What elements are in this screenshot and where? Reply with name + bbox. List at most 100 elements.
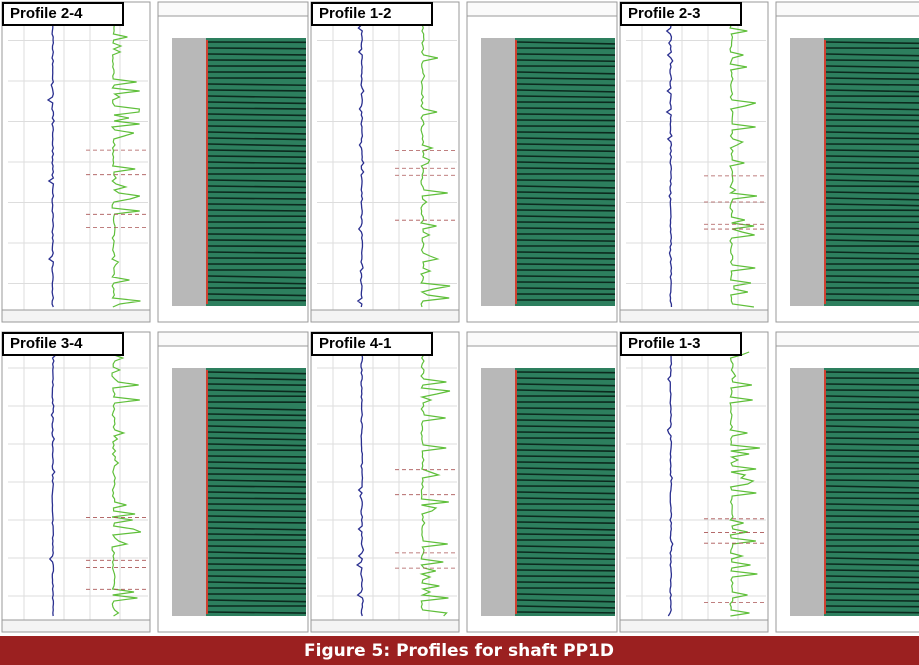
log-footer bbox=[1, 619, 151, 633]
waveform bbox=[516, 185, 616, 189]
waveform bbox=[516, 59, 616, 63]
waveform bbox=[207, 509, 307, 513]
waveform bbox=[516, 563, 616, 567]
waveform bbox=[207, 179, 307, 183]
waveform bbox=[207, 575, 307, 579]
waveform bbox=[516, 287, 616, 290]
waveform bbox=[825, 101, 919, 104]
waterfall-header bbox=[775, 331, 919, 347]
waveform bbox=[516, 137, 616, 141]
waveform bbox=[825, 515, 919, 518]
profile-panel: Profile 1-2 bbox=[310, 1, 618, 323]
waveform bbox=[825, 203, 919, 207]
waveform bbox=[516, 557, 616, 561]
waveform bbox=[825, 443, 919, 446]
waveform bbox=[825, 197, 919, 201]
waveform bbox=[825, 149, 919, 153]
waveform bbox=[207, 137, 307, 141]
waveform bbox=[516, 71, 616, 75]
log-footer bbox=[619, 619, 769, 633]
waveform bbox=[516, 95, 616, 99]
profile-label: Profile 1-3 bbox=[628, 335, 701, 352]
waveform bbox=[207, 455, 307, 458]
waveform bbox=[516, 443, 616, 447]
waveform bbox=[207, 467, 307, 471]
waveform bbox=[207, 83, 307, 87]
label-box bbox=[2, 332, 124, 356]
green-trace bbox=[419, 21, 451, 308]
waveform bbox=[825, 611, 919, 614]
waveform bbox=[516, 419, 616, 422]
waveform bbox=[825, 479, 919, 482]
waveform bbox=[207, 107, 307, 110]
waveform bbox=[825, 467, 919, 470]
waveform bbox=[207, 209, 307, 212]
waveform bbox=[516, 449, 616, 452]
waveform bbox=[207, 491, 307, 495]
waveform bbox=[825, 239, 919, 243]
waveform bbox=[825, 455, 919, 458]
waveform bbox=[207, 155, 307, 159]
waveform bbox=[516, 527, 616, 531]
waveform bbox=[825, 281, 919, 284]
waveform bbox=[825, 233, 919, 237]
waveform bbox=[516, 407, 616, 410]
waveform bbox=[516, 251, 616, 254]
waveform bbox=[516, 533, 616, 536]
caption: Figure 5: Profiles for shaft PP1D bbox=[304, 641, 614, 661]
waterfall bbox=[515, 38, 615, 306]
waveform bbox=[825, 383, 919, 386]
waveform bbox=[207, 383, 307, 386]
waveform bbox=[207, 47, 307, 50]
waveform bbox=[516, 479, 616, 483]
waveform bbox=[825, 275, 919, 278]
waveform bbox=[207, 131, 307, 135]
waveform bbox=[516, 203, 616, 207]
waveform bbox=[825, 425, 919, 429]
waveform bbox=[207, 545, 307, 548]
waveform bbox=[516, 593, 616, 597]
waveform bbox=[516, 545, 616, 549]
blue-trace bbox=[356, 21, 365, 308]
waveform bbox=[516, 119, 616, 122]
waveform bbox=[516, 455, 616, 458]
waveform bbox=[516, 581, 616, 584]
waterfall-gray bbox=[481, 368, 521, 616]
green-trace bbox=[728, 21, 757, 308]
waveform bbox=[516, 215, 616, 219]
waveform bbox=[207, 377, 307, 381]
waterfall-header bbox=[157, 331, 309, 347]
waveform bbox=[825, 437, 919, 440]
green-trace bbox=[110, 21, 141, 308]
caption-bar bbox=[0, 636, 919, 665]
waveform bbox=[516, 611, 616, 614]
waveform bbox=[207, 407, 307, 411]
waveform bbox=[207, 251, 307, 255]
waveform bbox=[516, 413, 616, 417]
green-trace bbox=[419, 351, 451, 617]
waveform bbox=[825, 71, 919, 75]
waveform bbox=[825, 581, 919, 584]
blue-trace bbox=[355, 351, 365, 617]
waveform bbox=[825, 257, 919, 260]
waveform bbox=[825, 251, 919, 255]
waterfall-gray bbox=[790, 38, 830, 306]
waveform bbox=[207, 425, 307, 429]
profile-label: Profile 2-3 bbox=[628, 5, 701, 22]
waveform bbox=[207, 233, 307, 236]
waveform bbox=[825, 161, 919, 164]
waveform bbox=[207, 371, 307, 375]
label-box bbox=[620, 2, 742, 26]
waveform bbox=[516, 221, 616, 224]
waterfall-header bbox=[775, 1, 919, 17]
waveform bbox=[207, 89, 307, 92]
profile-label: Profile 1-2 bbox=[319, 5, 392, 22]
waveform bbox=[516, 389, 616, 393]
waveform bbox=[207, 389, 307, 393]
waveform bbox=[825, 407, 919, 411]
waveform bbox=[516, 239, 616, 242]
waveform bbox=[207, 275, 307, 279]
waveform bbox=[516, 569, 616, 572]
waveform bbox=[207, 293, 307, 297]
